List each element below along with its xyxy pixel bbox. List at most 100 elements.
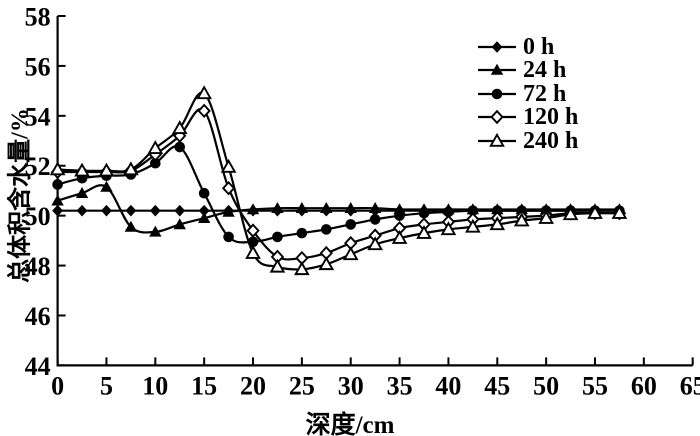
x-tick-label: 65: [680, 371, 700, 400]
y-tick-label: 58: [25, 3, 51, 32]
marker-open-triangle: [171, 120, 188, 135]
marker-filled-circle: [150, 157, 161, 169]
marker-filled-circle: [272, 231, 283, 243]
x-tick-label: 45: [484, 371, 510, 400]
marker-open-triangle: [465, 218, 481, 233]
marker-open-triangle: [294, 261, 310, 276]
y-tick-label: 44: [25, 352, 51, 381]
marker-filled-diamond: [76, 204, 88, 217]
marker-filled-diamond: [149, 204, 161, 217]
marker-filled-diamond: [125, 204, 137, 217]
marker-filled-circle: [491, 88, 503, 100]
marker-open-triangle: [440, 221, 457, 236]
x-axis-title: 深度/cm: [305, 412, 395, 436]
y-tick-label: 48: [25, 252, 51, 281]
x-tick-label: 55: [582, 371, 608, 400]
marker-open-diamond: [246, 223, 260, 238]
marker-filled-triangle: [320, 201, 333, 213]
marker-filled-triangle: [75, 186, 89, 198]
open-triangle-icon: [478, 132, 516, 147]
legend-label: 72 h: [523, 80, 567, 107]
x-tick-label: 35: [387, 371, 413, 400]
marker-open-diamond: [221, 181, 236, 196]
open-diamond-icon: [478, 110, 516, 125]
marker-open-triangle: [391, 229, 408, 244]
x-tick-label: 5: [100, 371, 113, 400]
marker-filled-triangle: [51, 194, 64, 206]
marker-open-triangle: [587, 205, 603, 219]
marker-filled-diamond: [174, 204, 186, 217]
marker-filled-diamond: [101, 204, 112, 217]
marker-open-triangle: [220, 158, 237, 173]
marker-open-triangle: [123, 161, 139, 176]
marker-open-triangle: [49, 161, 66, 176]
marker-filled-circle: [52, 179, 63, 190]
marker-filled-circle: [467, 205, 479, 216]
marker-filled-triangle: [490, 64, 504, 76]
marker-filled-triangle: [124, 220, 138, 232]
marker-filled-triangle: [149, 225, 162, 237]
marker-open-triangle: [416, 224, 432, 239]
filled-triangle-icon: [478, 64, 516, 76]
marker-open-triangle: [269, 258, 286, 273]
legend-item-24h: 24 h: [476, 57, 578, 84]
x-tick-label: 25: [289, 371, 315, 400]
marker-open-diamond: [490, 110, 504, 125]
marker-open-triangle: [147, 140, 164, 155]
marker-open-triangle: [513, 212, 530, 227]
marker-filled-triangle: [197, 211, 211, 223]
marker-filled-circle: [174, 141, 186, 153]
marker-filled-triangle: [344, 201, 357, 213]
y-tick-label: 52: [25, 152, 51, 181]
x-tick-label: 40: [435, 371, 461, 400]
series-240h: [49, 85, 628, 276]
marker-filled-circle: [296, 227, 308, 239]
x-tick-label: 30: [338, 371, 364, 400]
x-tick-label: 0: [51, 371, 64, 400]
marker-open-diamond: [197, 103, 211, 119]
x-tick-label: 10: [142, 371, 168, 400]
marker-filled-circle: [394, 210, 405, 221]
marker-open-triangle: [196, 85, 212, 100]
marker-filled-triangle: [295, 201, 309, 213]
y-tick-label: 54: [25, 102, 51, 131]
x-tick-label: 20: [240, 371, 266, 400]
marker-filled-circle: [369, 214, 381, 225]
legend-item-0h: 0 h: [476, 35, 578, 59]
legend-label: 0 h: [523, 33, 555, 60]
marker-open-triangle: [367, 236, 383, 251]
marker-filled-triangle: [368, 201, 382, 213]
marker-filled-triangle: [246, 203, 260, 215]
marker-open-triangle: [98, 162, 115, 177]
legend-item-240h: 240 h: [476, 129, 578, 153]
marker-open-triangle: [489, 216, 506, 231]
x-tick-label: 60: [631, 371, 657, 400]
marker-filled-circle: [418, 207, 430, 219]
filled-circle-icon: [478, 88, 516, 100]
marker-open-triangle: [318, 256, 335, 271]
marker-filled-triangle: [173, 218, 186, 230]
marker-filled-diamond: [52, 204, 63, 217]
legend-label: 240 h: [523, 127, 579, 154]
y-tick-label: 56: [25, 52, 51, 81]
marker-open-triangle: [489, 132, 505, 147]
marker-filled-circle: [320, 224, 332, 235]
marker-filled-circle: [198, 187, 210, 199]
marker-filled-triangle: [271, 201, 284, 213]
legend-item-72h: 72 h: [476, 82, 578, 106]
marker-filled-diamond: [491, 40, 503, 53]
marker-open-triangle: [342, 246, 359, 261]
legend-label: 24 h: [523, 57, 567, 84]
marker-filled-circle: [491, 205, 503, 216]
marker-open-triangle: [538, 210, 554, 224]
marker-filled-circle: [223, 231, 234, 243]
legend: 0 h 24 h 72 h 120 h 240 h: [476, 35, 578, 153]
marker-open-triangle: [611, 205, 628, 219]
marker-open-triangle: [562, 206, 579, 221]
legend-item-120h: 120 h: [476, 105, 578, 129]
series-24h: [51, 180, 626, 237]
marker-filled-triangle: [100, 180, 113, 192]
axes: [56, 16, 693, 367]
